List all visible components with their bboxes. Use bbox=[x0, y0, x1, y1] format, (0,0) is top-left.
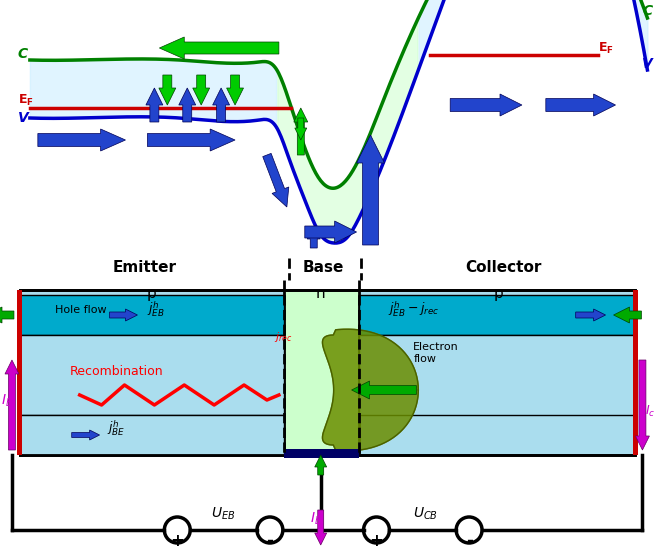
FancyArrow shape bbox=[307, 226, 320, 248]
FancyArrow shape bbox=[546, 94, 615, 116]
Polygon shape bbox=[322, 329, 418, 451]
Bar bbox=[20, 295, 284, 335]
FancyArrow shape bbox=[38, 129, 126, 151]
FancyArrow shape bbox=[110, 309, 138, 321]
Bar bbox=[20, 290, 636, 455]
Text: C: C bbox=[18, 47, 28, 61]
FancyArrow shape bbox=[159, 37, 279, 59]
Text: V: V bbox=[642, 57, 653, 71]
Text: $\mathbf{E_F}$: $\mathbf{E_F}$ bbox=[597, 41, 613, 56]
Text: $j^h_{EB}-j_{rec}$: $j^h_{EB}-j_{rec}$ bbox=[388, 299, 440, 319]
Bar bbox=[284, 290, 359, 455]
FancyArrow shape bbox=[450, 94, 522, 116]
Text: -: - bbox=[266, 532, 273, 550]
FancyArrow shape bbox=[263, 153, 289, 207]
Bar bbox=[284, 449, 359, 458]
FancyArrow shape bbox=[159, 75, 176, 105]
FancyArrow shape bbox=[613, 307, 642, 323]
Bar bbox=[359, 335, 636, 415]
Text: p: p bbox=[147, 286, 156, 301]
Text: $U_{CB}$: $U_{CB}$ bbox=[413, 506, 438, 522]
Text: Base: Base bbox=[303, 260, 344, 275]
Text: Collector: Collector bbox=[465, 260, 541, 275]
Text: Emitter: Emitter bbox=[113, 260, 176, 275]
Text: +: + bbox=[170, 532, 184, 550]
Bar bbox=[359, 295, 636, 335]
Text: C: C bbox=[642, 4, 653, 18]
Bar bbox=[20, 415, 284, 455]
Text: Recombination: Recombination bbox=[70, 365, 163, 378]
FancyArrow shape bbox=[351, 381, 417, 399]
Bar bbox=[20, 335, 284, 415]
Text: $I_c$: $I_c$ bbox=[645, 404, 656, 419]
FancyArrow shape bbox=[193, 75, 210, 105]
FancyArrow shape bbox=[213, 88, 230, 122]
FancyArrow shape bbox=[315, 510, 326, 545]
Bar bbox=[17, 290, 22, 455]
FancyArrow shape bbox=[295, 118, 307, 140]
FancyArrow shape bbox=[357, 135, 384, 245]
Text: +: + bbox=[370, 532, 384, 550]
Text: $U_{EB}$: $U_{EB}$ bbox=[211, 506, 236, 522]
Text: $\mathbf{E_F}$: $\mathbf{E_F}$ bbox=[18, 93, 34, 108]
FancyArrow shape bbox=[72, 430, 99, 440]
FancyArrow shape bbox=[576, 309, 605, 321]
FancyArrow shape bbox=[315, 455, 326, 475]
Text: $I_E$: $I_E$ bbox=[1, 393, 13, 409]
FancyArrow shape bbox=[179, 88, 195, 122]
FancyArrow shape bbox=[636, 360, 649, 450]
FancyArrow shape bbox=[5, 360, 19, 450]
Text: Hole flow: Hole flow bbox=[55, 305, 107, 315]
Text: $I_B$: $I_B$ bbox=[310, 511, 322, 528]
FancyArrow shape bbox=[226, 75, 243, 105]
Text: $j^h_{BE}$: $j^h_{BE}$ bbox=[107, 419, 125, 438]
FancyArrow shape bbox=[146, 88, 163, 122]
Bar bbox=[20, 290, 636, 455]
Text: -: - bbox=[466, 532, 472, 550]
Text: $j_{rec}$: $j_{rec}$ bbox=[274, 330, 292, 344]
Text: n: n bbox=[316, 286, 326, 301]
Text: $j^h_{EB}$: $j^h_{EB}$ bbox=[147, 299, 165, 319]
FancyArrow shape bbox=[147, 129, 235, 151]
Text: p: p bbox=[493, 286, 503, 301]
FancyArrow shape bbox=[305, 221, 357, 243]
Text: Electron
flow: Electron flow bbox=[413, 342, 459, 364]
FancyArrow shape bbox=[294, 108, 308, 155]
Bar bbox=[634, 290, 638, 455]
Text: V: V bbox=[18, 111, 29, 125]
FancyArrow shape bbox=[0, 307, 14, 323]
